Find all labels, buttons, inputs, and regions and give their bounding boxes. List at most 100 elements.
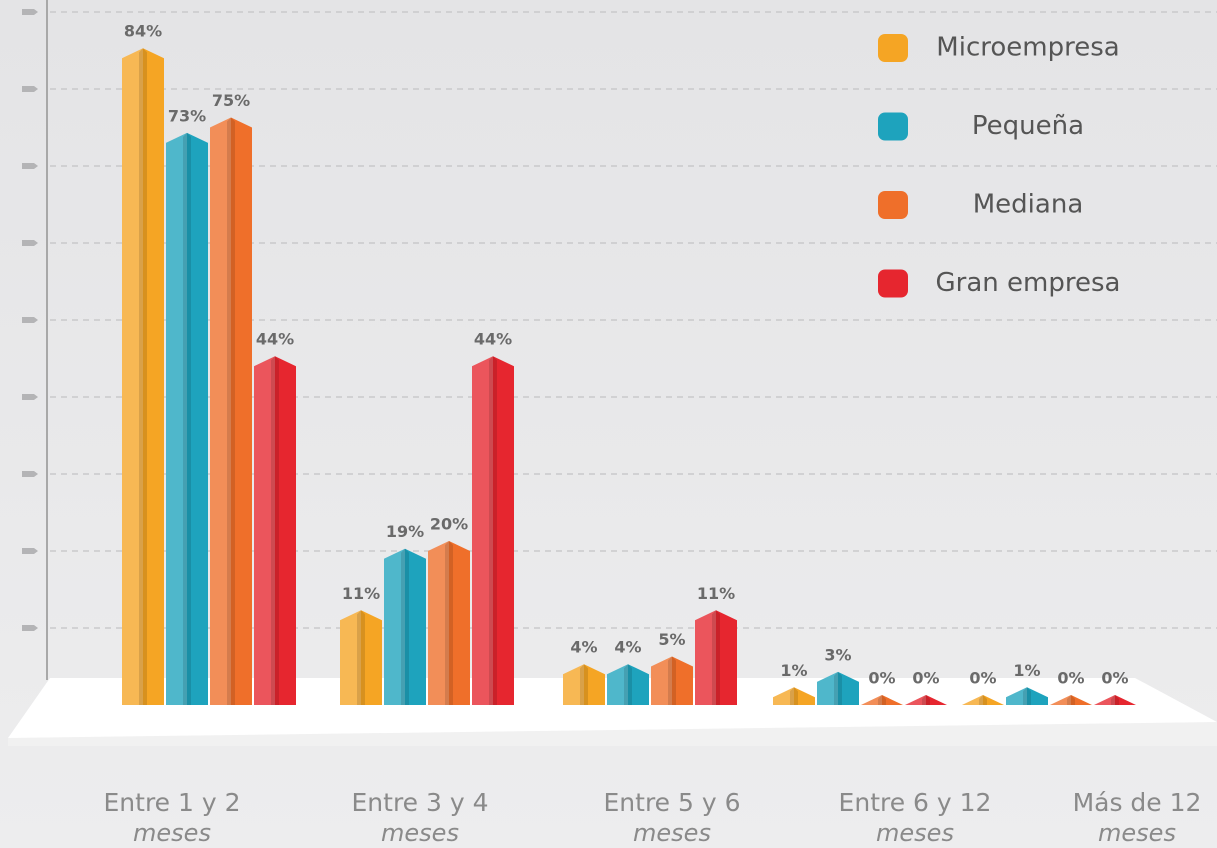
bar [428,541,470,705]
bar-edge [227,117,235,705]
bar-edge [401,548,409,705]
bar [695,610,737,705]
value-label: 0% [1101,669,1128,688]
bar-highlight [254,356,275,705]
bar-edge [790,687,798,705]
bar-edge [979,695,987,705]
legend-label: Microempresa [936,33,1119,63]
bar [607,664,649,705]
value-label: 1% [780,661,807,680]
value-label: 44% [256,330,294,349]
bar-edge [1111,695,1119,705]
value-label: 1% [1013,661,1040,680]
bar [254,356,296,705]
bar-highlight [651,656,672,705]
x-tick-sublabel: meses [876,819,954,847]
bar-highlight [861,695,882,705]
value-label: 4% [570,638,597,657]
bar-highlight [428,541,449,705]
bar-highlight [563,664,584,705]
x-tick-sublabel: meses [133,819,211,847]
bar [861,695,903,705]
bar-edge [1023,687,1031,705]
legend-label: Mediana [973,190,1084,220]
x-tick-label: Entre 1 y 2 [104,788,241,817]
legend-label: Pequeña [972,111,1084,141]
bar [210,117,252,705]
x-tick-label: Entre 3 y 4 [352,788,489,817]
bar-edge [668,656,676,705]
bar [905,695,947,705]
bar [773,687,815,705]
value-label: 75% [212,91,250,110]
bar-edge [271,356,279,705]
value-label: 5% [658,630,685,649]
value-label: 11% [342,584,380,603]
bar-highlight [1094,695,1115,705]
bar-highlight [773,687,794,705]
value-label: 0% [868,669,895,688]
y-tick-mark [22,9,38,15]
bar-edge [445,541,453,705]
bar-edge [580,664,588,705]
legend-swatch [878,34,908,62]
y-tick-mark [22,240,38,246]
bar-highlight [166,132,187,705]
bar [651,656,693,705]
legend-swatch [878,112,908,141]
x-tick-sublabel: meses [633,819,711,847]
bar [1006,687,1048,705]
bar-highlight [817,671,838,705]
y-tick-mark [22,86,38,92]
x-tick-sublabel: meses [1098,819,1176,847]
bar-highlight [962,695,983,705]
bar-edge [489,356,497,705]
x-tick-label: Entre 5 y 6 [604,788,741,817]
bar-edge [712,610,720,705]
bar-edge [922,695,930,705]
y-tick-mark [22,625,38,631]
bar [340,610,382,705]
value-label: 11% [697,584,735,603]
y-tick-mark [22,548,38,554]
bar-edge [834,671,842,705]
value-label: 3% [824,645,851,664]
bar-highlight [210,117,231,705]
x-tick-sublabel: meses [381,819,459,847]
bar-edge [1067,695,1075,705]
value-label: 0% [1057,669,1084,688]
bar [472,356,514,705]
x-tick-label: Entre 6 y 12 [839,788,992,817]
bar-highlight [384,548,405,705]
value-label: 20% [430,515,468,534]
bar-edge [624,664,632,705]
bar [817,671,859,705]
bar [384,548,426,705]
value-label: 44% [474,330,512,349]
bar-highlight [1006,687,1027,705]
value-label: 0% [912,669,939,688]
bar [1050,695,1092,705]
bar-highlight [607,664,628,705]
y-tick-mark [22,317,38,323]
y-tick-mark [22,471,38,477]
platform-front [8,722,1217,746]
bar-edge [357,610,365,705]
bar [166,132,208,705]
y-tick-mark [22,163,38,169]
value-label: 19% [386,522,424,541]
legend-label: Gran empresa [936,268,1121,298]
value-label: 4% [614,638,641,657]
legend-swatch [878,191,908,219]
bar-edge [139,48,147,705]
bar-highlight [1050,695,1071,705]
value-label: 0% [969,669,996,688]
bar-edge [183,132,191,705]
bar [962,695,1004,705]
bar [1094,695,1136,705]
bar [122,48,164,705]
y-tick-mark [22,394,38,400]
x-tick-label: Más de 12 [1073,788,1202,817]
bar-highlight [340,610,361,705]
